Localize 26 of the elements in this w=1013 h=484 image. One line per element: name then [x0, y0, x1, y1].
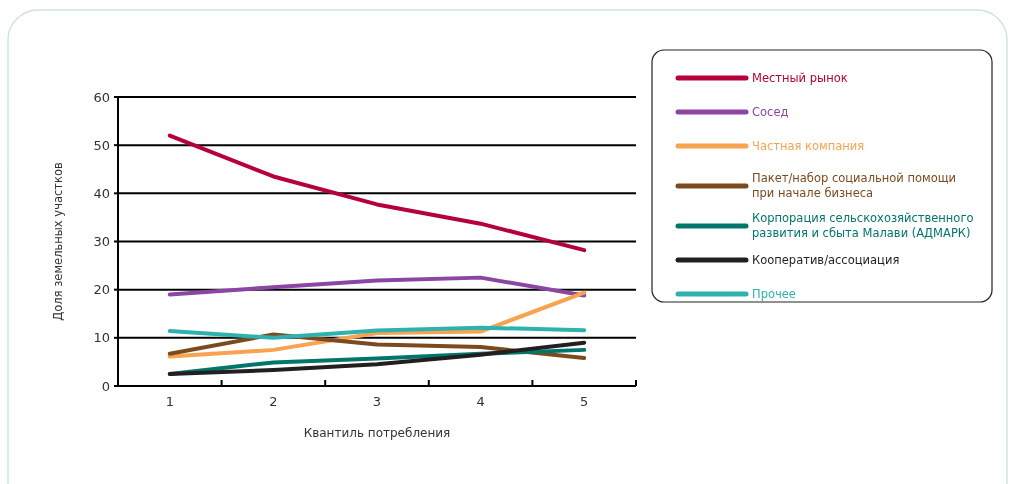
- text: Сосед: [752, 104, 789, 119]
- text: Пакет/набор социальной помощи при начале бизнеса: [752, 171, 957, 200]
- x-axis-title: Квантиль потребления: [303, 426, 451, 440]
- y-tick-label: 10: [93, 330, 110, 346]
- text: Корпорация сельскохозяйственного развития и сбыта Малави (АДМАРК): [752, 211, 974, 240]
- y-tick-label: 40: [93, 185, 110, 201]
- x-tick-label: 2: [269, 394, 278, 409]
- x-tick-label: 3: [372, 394, 382, 409]
- y-tick-label: 60: [93, 89, 110, 105]
- y-tick-label: 30: [93, 234, 110, 250]
- line-series: [167, 275, 587, 298]
- y-tick-label: 0: [101, 378, 110, 394]
- line-series: [167, 290, 587, 359]
- line-series: [167, 133, 587, 253]
- line-series: [167, 325, 587, 340]
- x-tick-label: 1: [165, 394, 174, 409]
- y-axis-title: Доля земельных участков: [51, 162, 65, 321]
- x-tick-label: 4: [476, 394, 485, 409]
- x-tick-label: 5: [580, 394, 589, 409]
- line-series: [167, 340, 587, 376]
- y-tick-label: 50: [93, 137, 110, 153]
- text: Прочее: [752, 286, 796, 301]
- text: Кооператив/ассоциация: [752, 252, 900, 267]
- text: Местный рынок: [752, 70, 848, 85]
- y-tick-label: 20: [93, 282, 110, 298]
- text: Частная компания: [752, 138, 865, 153]
